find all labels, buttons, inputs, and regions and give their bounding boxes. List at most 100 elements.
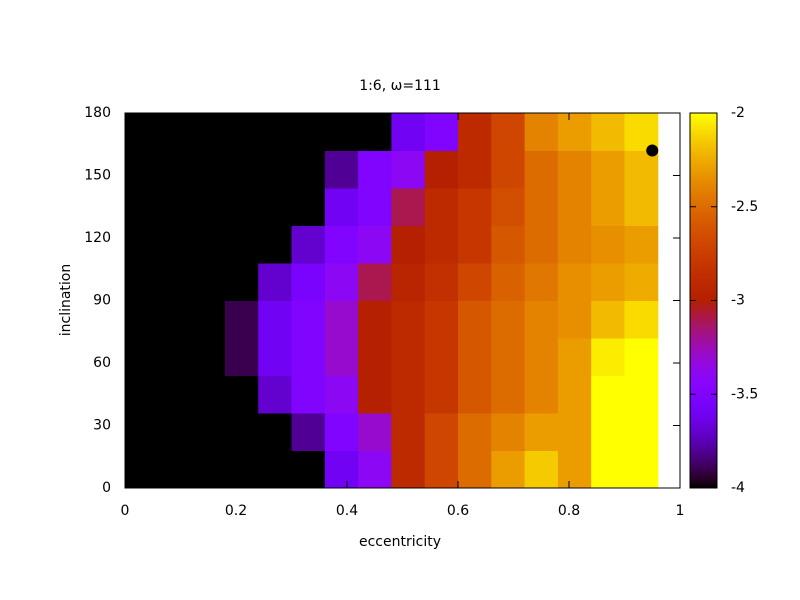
- colorbar-tick-label: -3.5: [731, 386, 758, 402]
- heatmap-cell: [125, 263, 159, 301]
- chart-title: 1:6, ω=111: [359, 78, 441, 94]
- heatmap-cell: [624, 225, 659, 264]
- heatmap-cell: [158, 263, 193, 301]
- heatmap-cell: [291, 225, 326, 264]
- heatmap-cell: [524, 188, 559, 226]
- heatmap-cell: [291, 450, 326, 489]
- heatmap-cell: [524, 375, 559, 414]
- heatmap-cell: [458, 375, 492, 414]
- heatmap-cell: [158, 225, 193, 264]
- heatmap-cell: [291, 338, 326, 376]
- heatmap-cell: [324, 188, 359, 226]
- heatmap-cell: [557, 188, 592, 226]
- y-axis-label: inclination: [58, 264, 74, 337]
- heatmap-cell: [224, 150, 259, 189]
- heatmap-cell: [191, 413, 226, 451]
- heatmap-cell: [591, 113, 625, 151]
- heatmap-cell: [191, 225, 226, 264]
- heatmap-cell: [524, 263, 559, 301]
- heatmap-cell: [557, 413, 592, 451]
- heatmap-cell: [591, 413, 625, 451]
- heatmap-cell: [224, 113, 259, 151]
- heatmap-cell: [125, 113, 159, 151]
- heatmap-cell: [224, 450, 259, 489]
- heatmap-cell: [458, 150, 492, 189]
- heatmap-cell: [424, 338, 459, 376]
- heatmap-cell: [458, 113, 492, 151]
- heatmap-cell: [224, 300, 259, 339]
- heatmap-cell: [324, 375, 359, 414]
- heatmap-cell: [624, 338, 659, 376]
- heatmap-cell: [191, 263, 226, 301]
- heatmap-cell: [358, 413, 392, 451]
- heatmap-cell: [491, 450, 526, 489]
- heatmap-cell: [291, 375, 326, 414]
- heatmap-cell: [358, 225, 392, 264]
- x-tick-label: 1: [676, 503, 685, 519]
- colorbar-tick-label: -3: [731, 293, 745, 309]
- heatmap-cell: [591, 450, 625, 489]
- heatmap-cell: [358, 450, 392, 489]
- heatmap-cell: [524, 413, 559, 451]
- x-tick-label: 0.4: [336, 503, 358, 519]
- heatmap-cell: [458, 263, 492, 301]
- y-tick-label: 30: [93, 418, 111, 434]
- heatmap-cell: [224, 375, 259, 414]
- heatmap-cell: [491, 338, 526, 376]
- heatmap-cell: [258, 413, 292, 451]
- heatmap-cell: [424, 413, 459, 451]
- heatmap-cell: [291, 150, 326, 189]
- heatmap-cell: [158, 150, 193, 189]
- heatmap-cell: [158, 450, 193, 489]
- heatmap-cell: [258, 338, 292, 376]
- heatmap-cell: [391, 338, 426, 376]
- heatmap-cell: [291, 113, 326, 151]
- heatmap-cell: [557, 263, 592, 301]
- heatmap-cell: [424, 263, 459, 301]
- heatmap-cell: [391, 263, 426, 301]
- heatmap-cell: [158, 413, 193, 451]
- heatmap-cell: [491, 300, 526, 339]
- heatmap-cell: [424, 113, 459, 151]
- heatmap-cell: [125, 413, 159, 451]
- heatmap-cell: [491, 188, 526, 226]
- heatmap-cell: [591, 188, 625, 226]
- heatmap-cell: [224, 263, 259, 301]
- heatmap-cell: [458, 188, 492, 226]
- heatmap-cell: [491, 225, 526, 264]
- heatmap-cell: [557, 225, 592, 264]
- heatmap-cell: [391, 225, 426, 264]
- heatmap-cell: [624, 188, 659, 226]
- heatmap-cell: [324, 150, 359, 189]
- heatmap-cell: [158, 375, 193, 414]
- heatmap-cell: [224, 188, 259, 226]
- heatmap-cell: [491, 375, 526, 414]
- heatmap-cell: [524, 450, 559, 489]
- heatmap-cell: [191, 338, 226, 376]
- heatmap-cell: [424, 375, 459, 414]
- heatmap-cell: [491, 150, 526, 189]
- heatmap-cell: [624, 413, 659, 451]
- heatmap-cell: [591, 300, 625, 339]
- heatmap-cell: [524, 225, 559, 264]
- heatmap-cell: [358, 300, 392, 339]
- colorbar-tick-label: -4: [731, 480, 745, 496]
- heatmap-cell: [624, 300, 659, 339]
- heatmap-cell: [391, 188, 426, 226]
- heatmap-cell: [624, 375, 659, 414]
- heatmap-cell: [524, 150, 559, 189]
- heatmap-cell: [258, 150, 292, 189]
- heatmap-cell: [358, 188, 392, 226]
- heatmap-cell: [125, 150, 159, 189]
- heatmap-cell: [458, 413, 492, 451]
- x-tick-label: 0.2: [225, 503, 247, 519]
- heatmap-cell: [324, 300, 359, 339]
- heatmap-cell: [557, 338, 592, 376]
- heatmap-cell: [358, 375, 392, 414]
- heatmap-cell: [324, 338, 359, 376]
- heatmap-cell: [391, 150, 426, 189]
- heatmap-cell: [324, 225, 359, 264]
- heatmap-cell: [424, 188, 459, 226]
